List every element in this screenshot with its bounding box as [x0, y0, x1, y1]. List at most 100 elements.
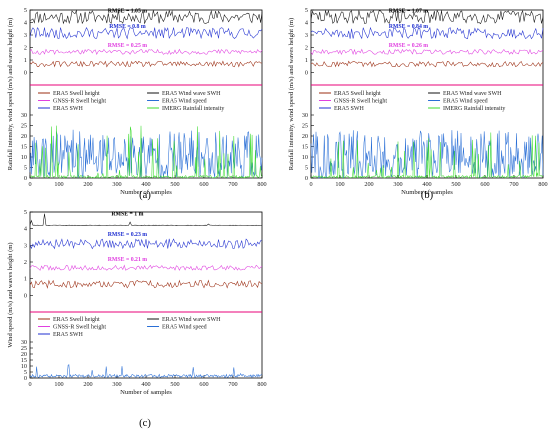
legend-item: ERA5 Wind wave SWH: [162, 91, 221, 97]
series-line-era5-wind-wave-swh: [29, 213, 263, 226]
lower-ytick-label: 5: [24, 369, 27, 376]
lower-ytick-label: 5: [305, 165, 308, 172]
series-line-era5-swh: [29, 27, 263, 40]
legend-item: IMERG Rainfall intensity: [443, 105, 505, 112]
upper-ytick-label: 4: [24, 226, 27, 233]
lower-ytick-label: 30: [21, 339, 27, 346]
upper-ytick-label: 1: [24, 276, 27, 283]
legend-item: ERA5 Wind speed: [162, 99, 207, 105]
legend-item: ERA5 Swell height: [334, 91, 381, 97]
series-line-era5-wind-wave-swh: [310, 9, 544, 25]
xtick-label: 500: [451, 181, 460, 188]
lower-ytick-label: 25: [302, 123, 308, 130]
xtick-label: 200: [83, 381, 92, 388]
lower-ytick-label: 10: [302, 154, 308, 161]
upper-ytick-label: 5: [305, 7, 308, 14]
xtick-label: 500: [170, 381, 179, 388]
rmse-label: RMSE = 0.8 m: [109, 24, 146, 30]
upper-ytick-label: 5: [24, 209, 27, 216]
upper-ytick-label: 1: [305, 57, 308, 64]
xtick-label: 100: [54, 381, 63, 388]
upper-ytick-label: 2: [305, 45, 308, 52]
lower-ytick-label: 15: [302, 144, 308, 151]
x-axis-label: Number of samples: [401, 189, 453, 196]
legend-item: ERA5 SWH: [334, 106, 365, 112]
upper-ytick-label: 2: [24, 259, 27, 266]
upper-ytick-label: 3: [24, 242, 27, 249]
series-line-era5-wind-speed: [29, 364, 262, 379]
series-line-gnss-r-swell-height: [29, 264, 263, 271]
lower-ytick-label: 30: [302, 112, 308, 119]
lower-ytick-label: 0: [24, 175, 27, 182]
upper-ytick-label: 4: [24, 20, 27, 27]
xtick-label: 400: [141, 381, 150, 388]
rmse-label: RMSE = 0.25 m: [108, 43, 148, 49]
series-line-era5-swell-height: [310, 60, 544, 68]
lower-ytick-label: 25: [21, 345, 27, 352]
rmse-label: RMSE = 1.07 m: [389, 9, 429, 15]
upper-ytick-label: 3: [305, 32, 308, 39]
xtick-label: 600: [199, 381, 208, 388]
legend-item: ERA5 Swell height: [53, 317, 100, 323]
xtick-label: 100: [335, 181, 344, 188]
upper-ytick-label: 1: [24, 57, 27, 64]
xtick-label: 0: [28, 381, 31, 388]
panel-caption: (b): [421, 190, 434, 201]
lower-ytick-label: 0: [24, 375, 27, 382]
rmse-label: RMSE = 1.05 m: [108, 9, 148, 15]
legend-item: GNSS-R Swell height: [53, 99, 106, 105]
legend-item: ERA5 SWH: [53, 106, 84, 112]
lower-ytick-label: 15: [21, 357, 27, 364]
series-line-imerg-rainfall-intensity: [310, 132, 544, 179]
xtick-label: 700: [228, 381, 237, 388]
lower-ytick-label: 20: [302, 133, 308, 140]
lower-ytick-label: 0: [305, 175, 308, 182]
series-line-era5-wind-speed: [310, 130, 544, 179]
legend-item: ERA5 Swell height: [53, 91, 100, 97]
legend-item: GNSS-R Swell height: [53, 325, 106, 331]
lower-ytick-label: 30: [21, 112, 27, 119]
upper-ytick-label: 3: [24, 32, 27, 39]
x-axis-label: Number of samples: [120, 189, 172, 196]
lower-ytick-label: 25: [21, 123, 27, 130]
legend: ERA5 Swell height ERA5 Wind wave SWH GNSS-…: [38, 317, 221, 338]
series-line-era5-swell-height: [29, 279, 263, 289]
series-line-gnss-r-swell-height: [29, 48, 263, 56]
panel-caption: (a): [139, 190, 151, 201]
xtick-label: 200: [83, 181, 92, 188]
lower-ytick-label: 20: [21, 351, 27, 358]
xtick-label: 800: [538, 181, 547, 188]
legend-item: ERA5 SWH: [53, 332, 84, 338]
y-axis-label: Rainfall intensity, wind speed (m/s) and…: [288, 18, 295, 170]
legend: ERA5 Swell height ERA5 Wind wave SWH GNSS-…: [319, 91, 505, 112]
xtick-label: 400: [422, 181, 431, 188]
legend-item: ERA5 Wind speed: [162, 325, 207, 331]
panel-caption: (c): [139, 418, 151, 429]
xtick-label: 600: [480, 181, 489, 188]
xtick-label: 300: [112, 381, 121, 388]
upper-ytick-label: 2: [24, 45, 27, 52]
legend-item: ERA5 Wind wave SWH: [443, 91, 502, 97]
xtick-label: 600: [199, 181, 208, 188]
rmse-label: RMSE = 0.21 m: [108, 257, 148, 263]
xtick-label: 800: [257, 381, 266, 388]
series-line-era5-swell-height: [29, 60, 262, 68]
x-axis-label: Number of samples: [120, 389, 172, 396]
rmse-label: RMSE = 1 m: [111, 211, 143, 217]
xtick-label: 800: [257, 181, 266, 188]
xtick-label: 200: [364, 181, 373, 188]
series-line-era5-swh: [310, 26, 544, 40]
series-line-era5-wind-wave-swh: [29, 9, 263, 25]
y-axis-label: Wind speed (m/s) and waves height (m): [7, 242, 14, 347]
series-line-gnss-r-swell-height: [310, 48, 544, 56]
rmse-label: RMSE = 0.84 m: [389, 24, 429, 30]
lower-ytick-label: 5: [24, 165, 27, 172]
legend-item: IMERG Rainfall intensity: [162, 105, 224, 112]
xtick-label: 300: [393, 181, 402, 188]
legend-item: ERA5 Wind speed: [443, 99, 488, 105]
xtick-label: 400: [141, 181, 150, 188]
legend-item: GNSS-R Swell height: [334, 99, 387, 105]
